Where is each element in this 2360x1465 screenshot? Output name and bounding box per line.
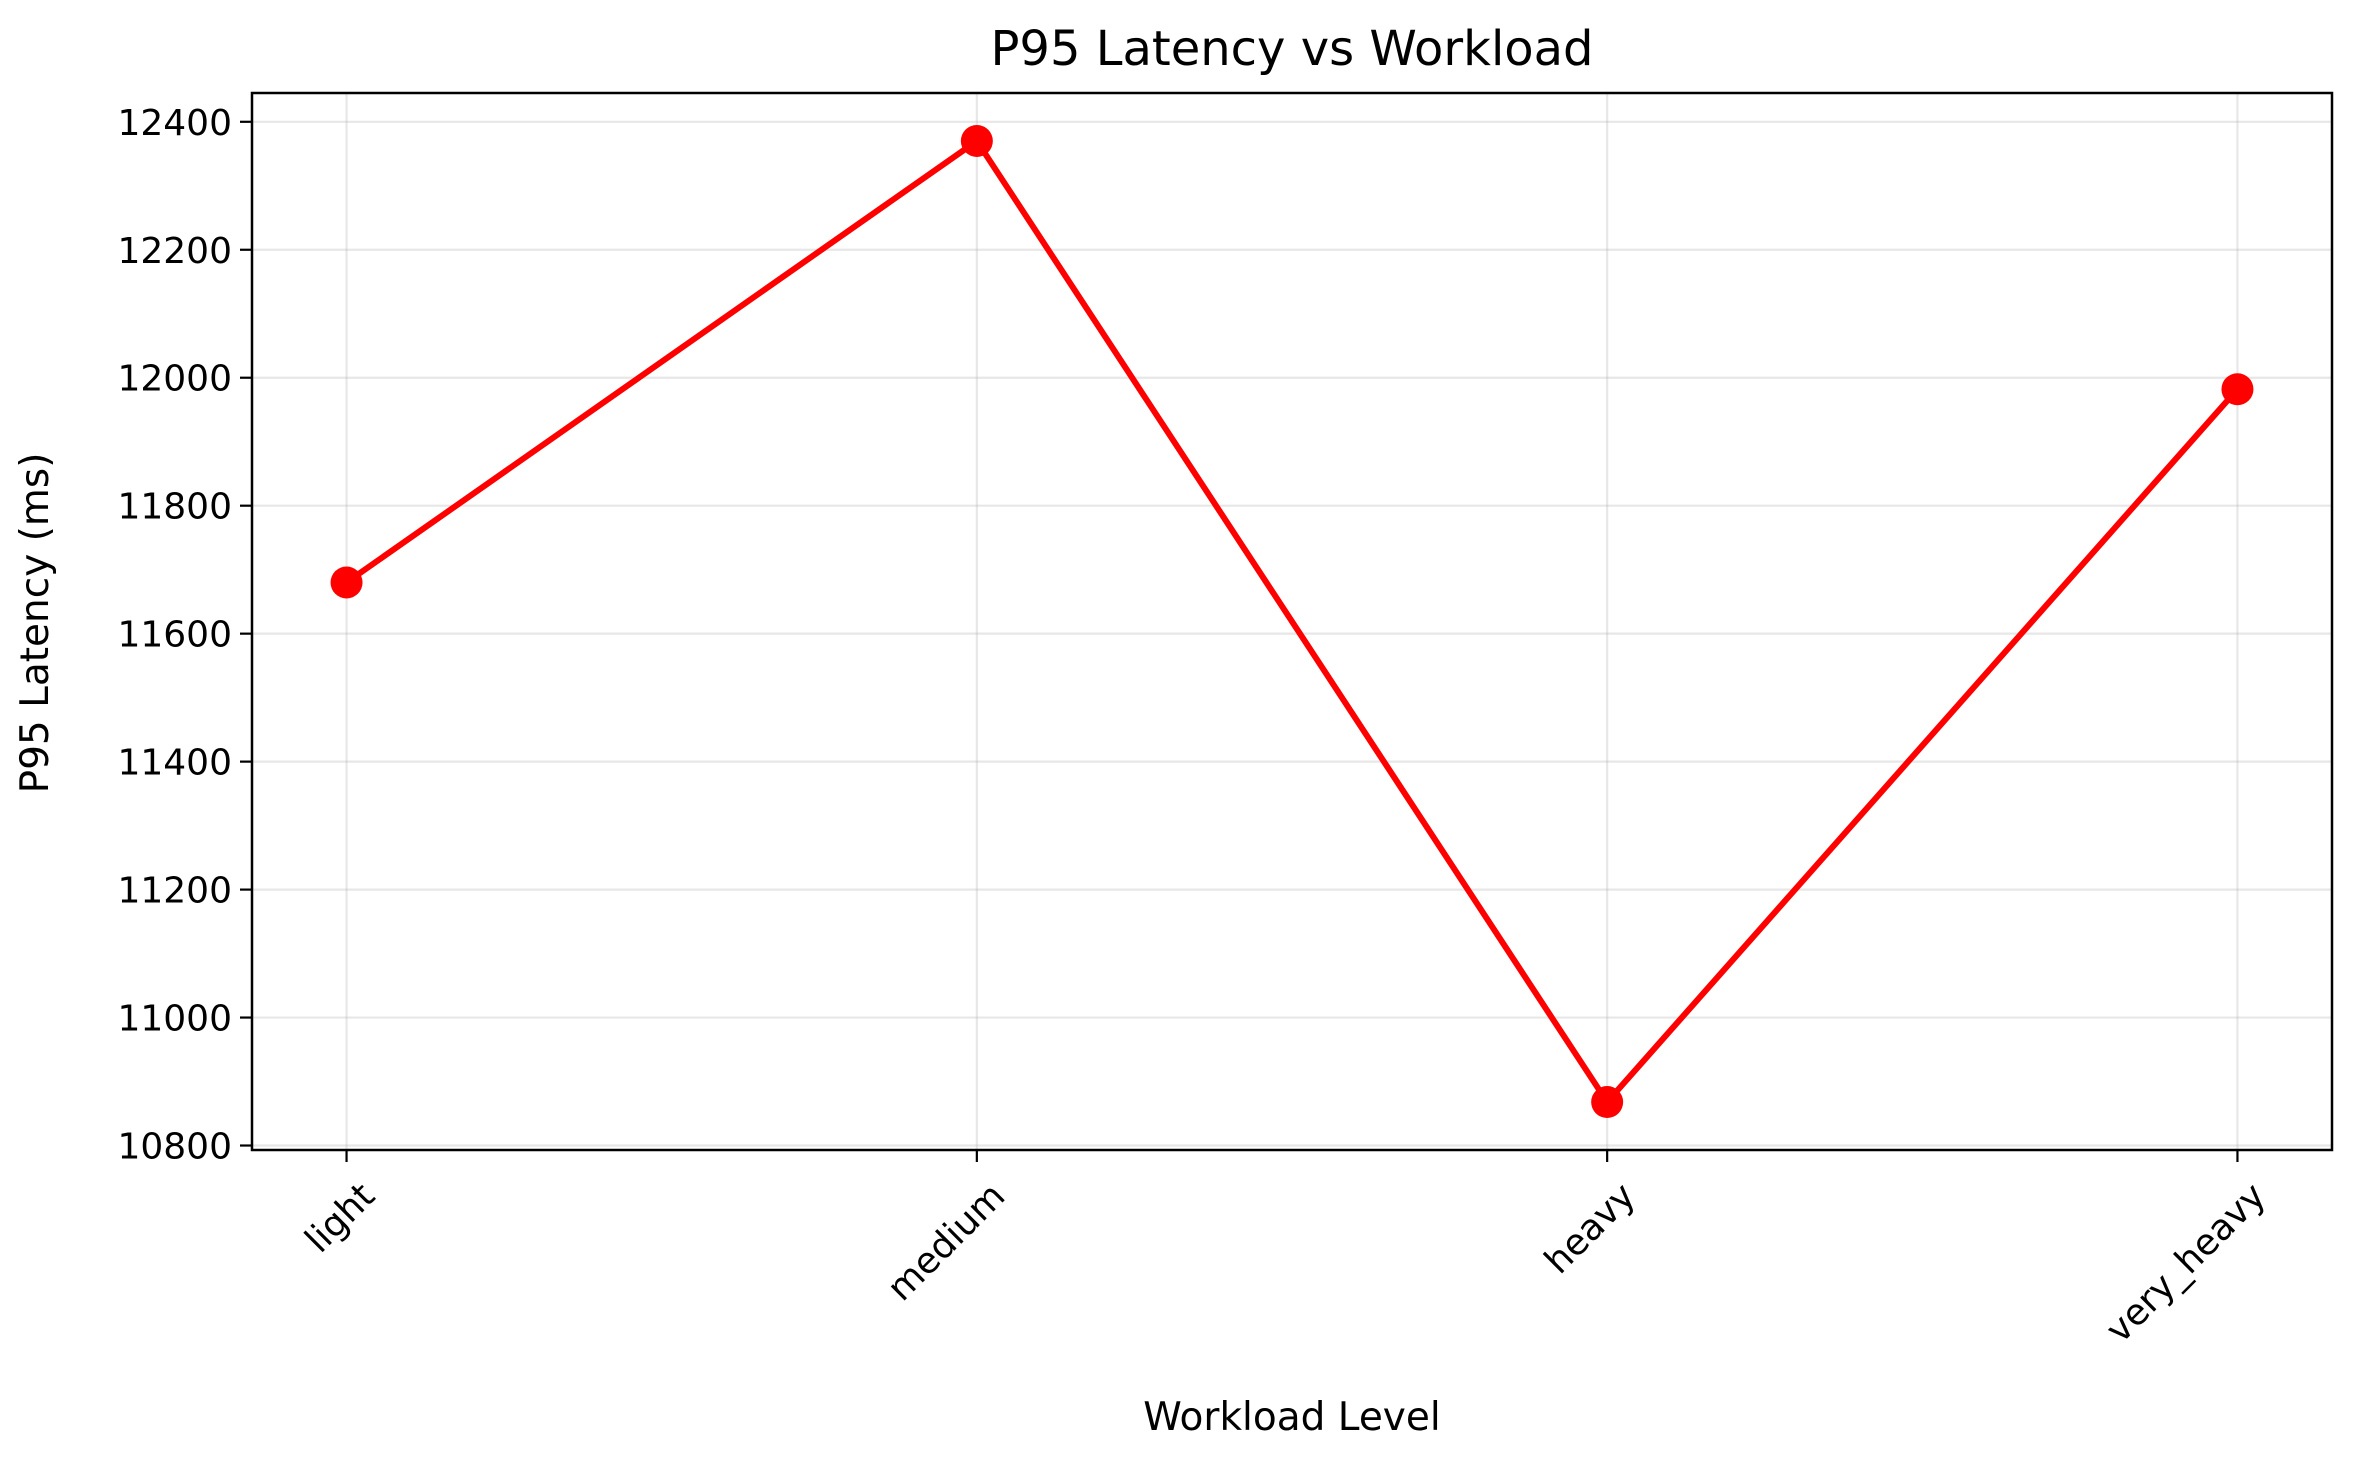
y-tick-label: 12400 xyxy=(117,103,232,144)
y-tick-label: 11400 xyxy=(117,743,232,784)
data-point xyxy=(2221,373,2254,406)
y-tick-label: 12000 xyxy=(117,359,232,400)
y-tick-label: 11200 xyxy=(117,871,232,912)
data-point xyxy=(960,124,993,157)
y-tick-label: 11600 xyxy=(117,615,232,656)
data-point xyxy=(1591,1086,1624,1119)
series-layer xyxy=(330,124,2254,1119)
y-tick-label: 11800 xyxy=(117,487,232,528)
y-axis-label: P95 Latency (ms) xyxy=(13,453,58,794)
y-axis-ticks: 10800 11000 11200 11400 11600 11800 12000 12200… xyxy=(117,103,252,1168)
chart-title: P95 Latency vs Workload xyxy=(990,21,1593,77)
grid xyxy=(252,93,2332,1150)
series-line xyxy=(343,137,2241,1106)
y-tick-label: 11000 xyxy=(117,999,232,1040)
data-point xyxy=(330,566,363,599)
plot-frame xyxy=(250,91,2334,1152)
y-tick-label: 12200 xyxy=(117,231,232,272)
y-tick-label: 10800 xyxy=(117,1127,232,1168)
x-axis-label: Workload Level xyxy=(1143,1395,1440,1440)
